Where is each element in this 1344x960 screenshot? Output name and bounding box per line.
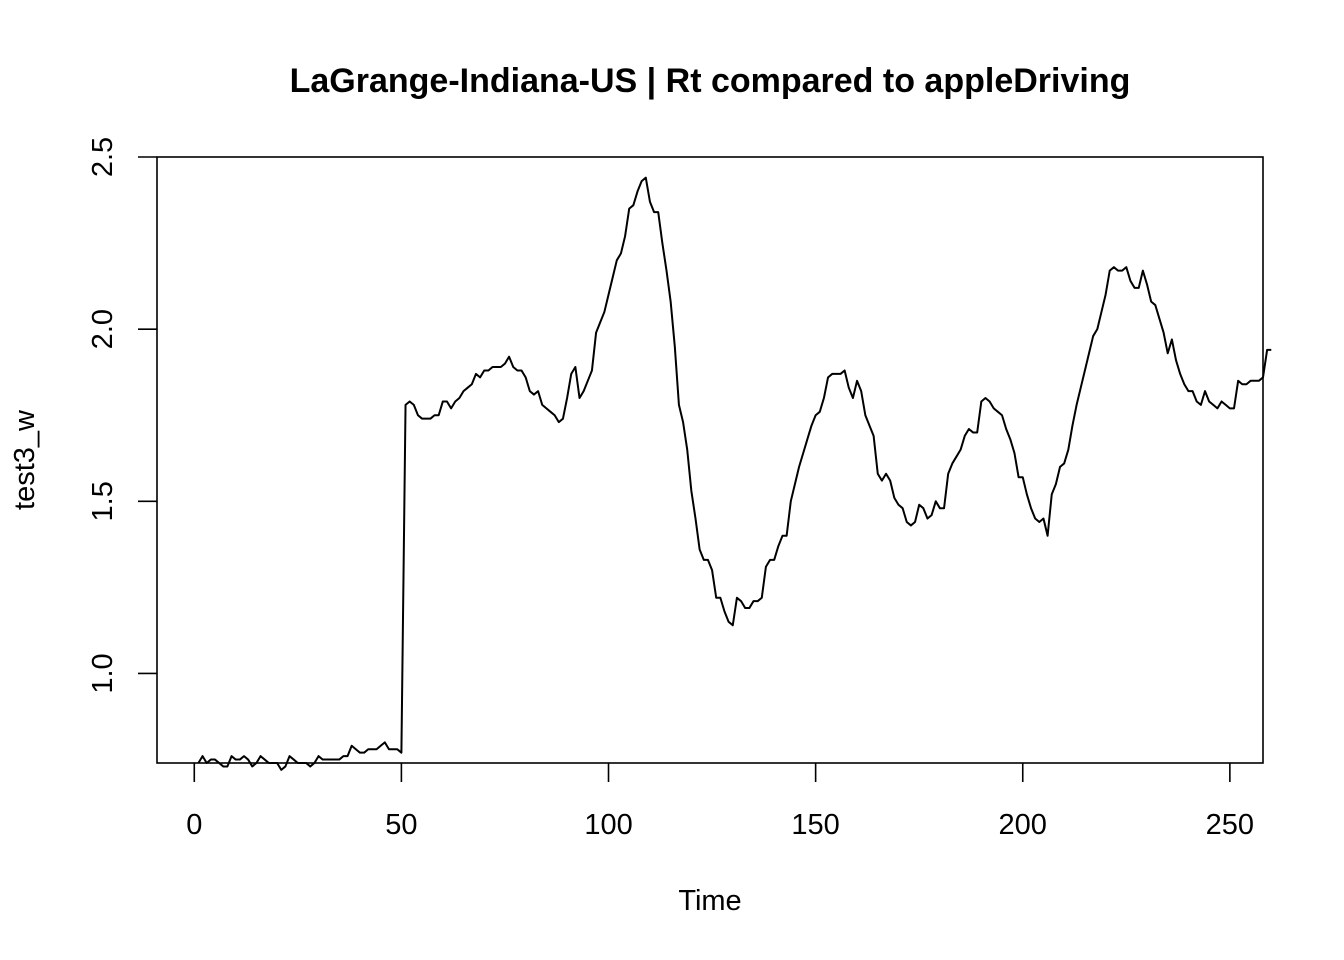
y-tick-label: 2.5 — [87, 137, 119, 177]
x-tick-label: 250 — [1206, 809, 1254, 841]
y-tick-label: 1.5 — [87, 481, 119, 521]
plot-frame — [156, 156, 1264, 764]
chart-title: LaGrange-Indiana-US | Rt compared to app… — [290, 62, 1131, 100]
y-tick-label: 1.0 — [87, 653, 119, 693]
series-line — [197, 176, 1272, 771]
x-tick-label: 150 — [791, 809, 839, 841]
y-axis-label: test3_w — [9, 409, 41, 510]
y-axis: 1.0 1.5 2.0 2.5 — [87, 137, 157, 694]
x-axis: 0 50 100 150 200 250 — [186, 763, 1254, 841]
y-tick-label: 2.0 — [87, 309, 119, 349]
x-tick-label: 200 — [999, 809, 1047, 841]
x-tick-label: 50 — [385, 809, 417, 841]
x-axis-label: Time — [678, 885, 741, 917]
x-tick-label: 100 — [584, 809, 632, 841]
x-tick-label: 0 — [186, 809, 202, 841]
